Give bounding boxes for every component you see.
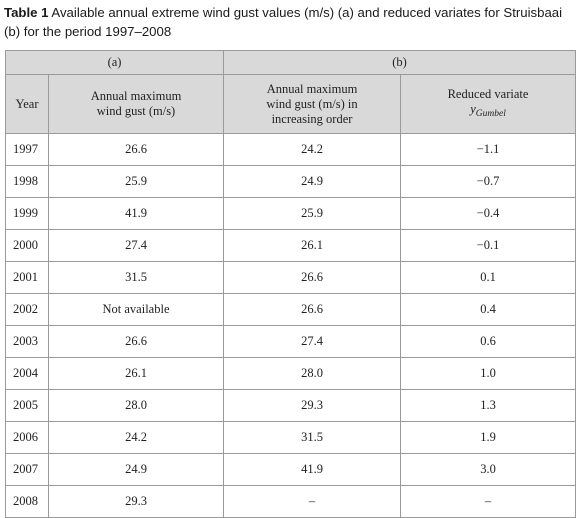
reduced-variate-cell: 3.0 xyxy=(399,453,577,486)
wind-gust-table: (a) (b) Year Annual maximum wind gust (m… xyxy=(5,50,577,518)
table-row: 2004 26.1 28.0 1.0 xyxy=(5,357,577,390)
reduced-variate-cell: – xyxy=(399,485,577,518)
ordered-gust-cell: 24.2 xyxy=(223,133,401,166)
table-row: 2008 29.3– – xyxy=(5,485,577,518)
reduced-variate-cell: 1.0 xyxy=(399,357,577,390)
gust-cell: 29.3 xyxy=(48,485,224,518)
gust-cell: 26.6 xyxy=(48,325,224,358)
ordered-gust-cell: 28.0 xyxy=(223,357,401,390)
table-label: Table 1 xyxy=(4,5,49,20)
year-cell: 2004 xyxy=(5,357,49,390)
column-header-reduced-variate-label: Reduced variate xyxy=(447,86,529,101)
year-cell: 2007 xyxy=(5,453,49,486)
table-row: 2003 26.6 27.4 0.6 xyxy=(5,325,577,358)
reduced-variate-cell: −0.7 xyxy=(399,165,577,198)
year-cell: 1997 xyxy=(5,133,49,166)
table-caption-text: Available annual extreme wind gust value… xyxy=(4,5,563,39)
column-header-max-gust-text: Annual maximum wind gust (m/s) xyxy=(90,89,182,118)
reduced-variate-cell: 0.6 xyxy=(399,325,577,358)
year-cell: 2008 xyxy=(5,485,49,518)
gust-cell: 28.0 xyxy=(48,389,224,422)
reduced-variate-cell: 0.4 xyxy=(399,293,577,326)
reduced-variate-cell: 1.3 xyxy=(399,389,577,422)
reduced-variate-cell: 1.9 xyxy=(399,421,577,454)
variate-subscript: Gumbel xyxy=(475,108,506,119)
gust-cell: 24.2 xyxy=(48,421,224,454)
ordered-gust-cell: 29.3 xyxy=(223,389,401,422)
year-cell: 2003 xyxy=(5,325,49,358)
column-header-reduced-variate: Reduced variate yGumbel xyxy=(399,74,577,134)
gust-cell: 25.9 xyxy=(48,165,224,198)
year-cell: 1998 xyxy=(5,165,49,198)
column-header-ordered-gust: Annual maximum wind gust (m/s) in increa… xyxy=(223,74,401,134)
table-row: 1998 25.9 24.9 −0.7 xyxy=(5,165,577,198)
table-row: 2005 28.0 29.3 1.3 xyxy=(5,389,577,422)
column-header-max-gust: Annual maximum wind gust (m/s) xyxy=(48,74,224,134)
year-cell: 1999 xyxy=(5,197,49,230)
group-header-b: (b) xyxy=(222,50,577,75)
table-row: 1999 41.9 25.9 −0.4 xyxy=(5,197,577,230)
ordered-gust-cell: 31.5 xyxy=(223,421,401,454)
reduced-variate-symbol: yGumbel xyxy=(401,102,575,122)
table-row: 2007 24.9 41.9 3.0 xyxy=(5,453,577,486)
group-header-a: (a) xyxy=(5,50,224,75)
table-caption: Table 1 Available annual extreme wind gu… xyxy=(4,3,576,41)
year-cell: 2002 xyxy=(5,293,49,326)
gust-cell: 24.9 xyxy=(48,453,224,486)
ordered-gust-cell: 26.1 xyxy=(223,229,401,262)
table-row: 1997 26.6 24.2 −1.1 xyxy=(5,133,577,166)
table-body: 1997 26.6 24.2 −1.1 1998 25.9 24.9 −0.7 1999 41.9… xyxy=(5,133,577,518)
gust-cell: 41.9 xyxy=(48,197,224,230)
table-row: 2001 31.5 26.6 0.1 xyxy=(5,261,577,294)
ordered-gust-cell: 26.6 xyxy=(223,293,401,326)
year-cell: 2005 xyxy=(5,389,49,422)
year-cell: 2006 xyxy=(5,421,49,454)
reduced-variate-cell: 0.1 xyxy=(399,261,577,294)
variate-symbol: y xyxy=(470,101,476,116)
ordered-gust-cell: 27.4 xyxy=(223,325,401,358)
gust-cell: 31.5 xyxy=(48,261,224,294)
year-cell: 2000 xyxy=(5,229,49,262)
ordered-gust-cell: 24.9 xyxy=(223,165,401,198)
column-header-ordered-gust-text: Annual maximum wind gust (m/s) in increa… xyxy=(266,81,358,126)
ordered-gust-cell: 41.9 xyxy=(223,453,401,486)
ordered-gust-cell: – xyxy=(223,485,401,518)
gust-cell: 26.6 xyxy=(48,133,224,166)
year-cell: 2001 xyxy=(5,261,49,294)
reduced-variate-cell: −1.1 xyxy=(399,133,577,166)
column-header-year: Year xyxy=(5,74,49,134)
ordered-gust-cell: 25.9 xyxy=(223,197,401,230)
ordered-gust-cell: 26.6 xyxy=(223,261,401,294)
gust-cell: Not available xyxy=(48,293,224,326)
gust-cell: 26.1 xyxy=(48,357,224,390)
reduced-variate-cell: −0.4 xyxy=(399,197,577,230)
table-row: 2000 27.4 26.1 −0.1 xyxy=(5,229,577,262)
gust-cell: 27.4 xyxy=(48,229,224,262)
table-row: 2006 24.2 31.5 1.9 xyxy=(5,421,577,454)
reduced-variate-cell: −0.1 xyxy=(399,229,577,262)
table-row: 2002 Not available 26.6 0.4 xyxy=(5,293,577,326)
